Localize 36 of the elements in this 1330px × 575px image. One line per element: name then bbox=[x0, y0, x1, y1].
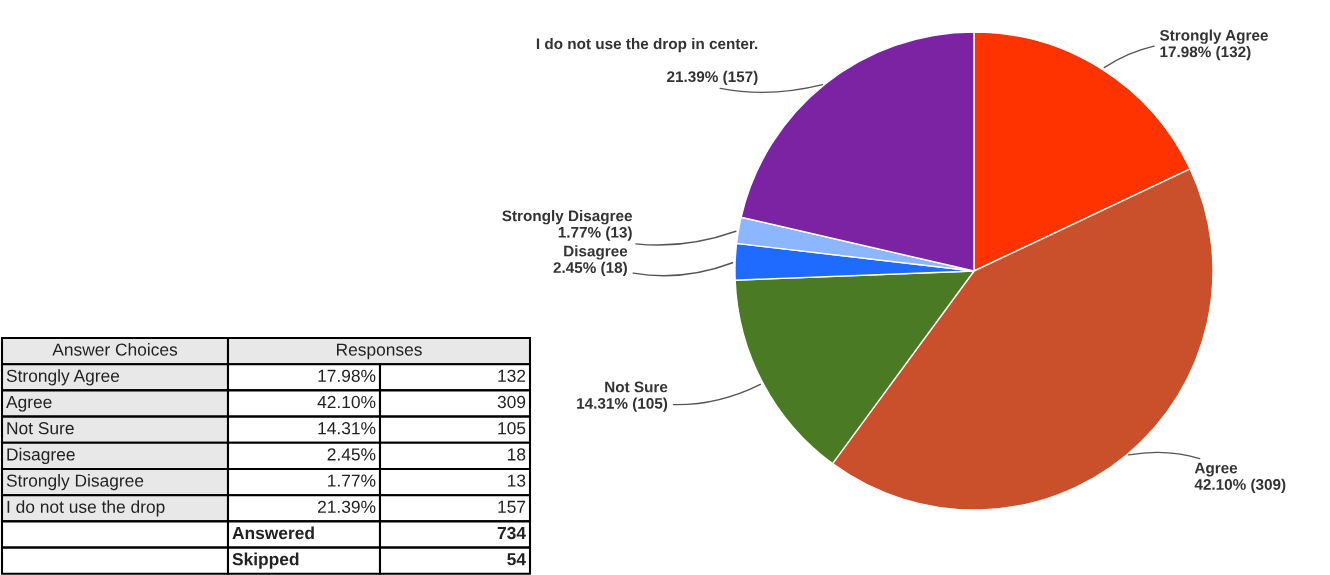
text: Agree bbox=[6, 396, 52, 412]
text: 132 bbox=[498, 369, 526, 382]
data-label: 21.39% (157) bbox=[667, 70, 758, 86]
text: 105 bbox=[498, 422, 526, 435]
data-label: 2.45% (18) bbox=[553, 261, 627, 277]
slice-label: Not Sure bbox=[605, 381, 668, 393]
text: Disagree bbox=[7, 447, 75, 464]
text: 42.10% bbox=[317, 395, 376, 409]
text: Not Sure bbox=[7, 422, 74, 435]
data-label: 1.77% (13) bbox=[558, 226, 632, 241]
text: 1.77% bbox=[328, 474, 376, 487]
slice-label: Strongly Disagree bbox=[502, 210, 632, 225]
slice-label: Strongly Agree bbox=[1159, 29, 1268, 44]
data-label: 14.31% (105) bbox=[577, 397, 668, 412]
data-label: 17.98% (132) bbox=[1160, 46, 1251, 61]
slice-label: I do not use the drop in center. bbox=[536, 37, 758, 53]
text: 21.39% bbox=[317, 500, 376, 513]
text: Answered bbox=[232, 526, 314, 540]
text: 2.45% bbox=[327, 448, 376, 461]
text: Skipped bbox=[232, 552, 299, 569]
text: 54 bbox=[507, 553, 526, 566]
slice-label: Disagree bbox=[564, 245, 628, 260]
text: 17.98% bbox=[318, 369, 376, 382]
data-label: 42.10% (309) bbox=[1194, 478, 1286, 493]
slice-label: Agree bbox=[1194, 462, 1238, 477]
text: 309 bbox=[497, 395, 526, 409]
text: Strongly Disagree bbox=[6, 474, 144, 491]
text: 734 bbox=[497, 526, 526, 540]
text: Responses bbox=[337, 343, 422, 360]
text: 13 bbox=[508, 474, 526, 487]
text: 157 bbox=[498, 500, 526, 513]
text: 14.31% bbox=[318, 422, 376, 435]
text: Answer Choices bbox=[52, 343, 178, 356]
text: 18 bbox=[508, 448, 526, 461]
text: I do not use the drop bbox=[7, 500, 165, 517]
text: Strongly Agree bbox=[6, 369, 120, 386]
